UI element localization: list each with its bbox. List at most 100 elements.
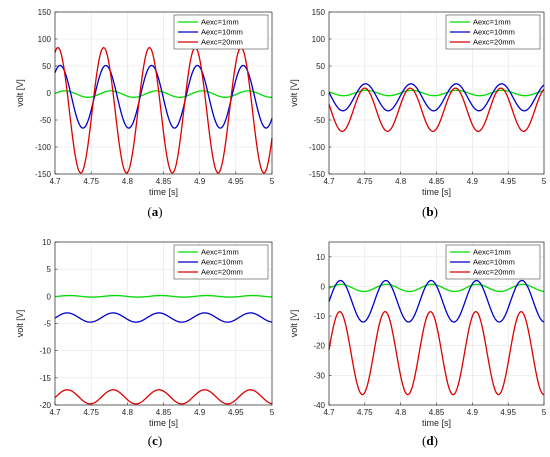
series-line-2 xyxy=(54,312,273,323)
series-line-3 xyxy=(54,389,273,405)
x-tick-label: 4.85 xyxy=(429,408,445,417)
y-tick-label: -20 xyxy=(39,401,51,410)
panel-c: 4.7 4.75 4.8 4.85 4.9 4.95 5 -20 -15 -10 -5 0 5 10 Aex… xyxy=(15,238,275,448)
legend-entry: Aexc=20mm xyxy=(473,268,515,277)
x-tick-label: 4.7 xyxy=(49,177,61,186)
legend-box xyxy=(173,14,269,50)
x-tick-label: 4.85 xyxy=(156,408,172,417)
x-axis-label: time [s] xyxy=(149,418,178,428)
y-tick-label: 50 xyxy=(316,62,325,71)
panel-a: 4.7 4.75 4.8 4.85 4.9 4.95 5 -150 -100 -50 0 50 100 1… xyxy=(15,8,275,219)
y-tick-label: -15 xyxy=(39,374,51,383)
x-tick-label: 4.75 xyxy=(357,177,373,186)
y-tick-label: 150 xyxy=(312,8,326,17)
axes-frame xyxy=(54,11,273,175)
y-axis-label: volt [V] xyxy=(289,79,299,107)
y-tick-label: -100 xyxy=(309,143,326,152)
x-axis-label: time [s] xyxy=(422,418,451,428)
legend-entry: Aexc=20mm xyxy=(201,268,243,277)
panel-b: 4.7 4.75 4.8 4.85 4.9 4.95 5 -150 -100 -50 0 50 100 1… xyxy=(289,8,547,219)
y-tick-label: -50 xyxy=(39,116,51,125)
x-tick-label: 4.75 xyxy=(83,177,99,186)
y-tick-label: -30 xyxy=(313,371,325,380)
y-tick-label: -100 xyxy=(35,143,52,152)
y-tick-label: 0 xyxy=(321,89,326,98)
panel-caption: (d) xyxy=(422,433,438,448)
y-tick-label: 5 xyxy=(47,265,52,274)
panel-caption: (a) xyxy=(147,204,162,219)
y-tick-label: 100 xyxy=(38,35,52,44)
x-tick-label: 4.95 xyxy=(228,408,244,417)
series-line-3 xyxy=(328,310,545,396)
y-tick-label: 150 xyxy=(38,8,52,17)
x-axis-label: time [s] xyxy=(149,187,178,197)
series-line-2 xyxy=(328,83,545,112)
y-tick-label: -150 xyxy=(35,170,52,179)
series-line-3 xyxy=(54,46,273,174)
series-line-2 xyxy=(54,64,273,129)
x-tick-label: 4.8 xyxy=(122,408,134,417)
series-line-3 xyxy=(328,87,545,132)
legend-entry: Aexc=20mm xyxy=(201,38,243,47)
legend-entry: Aexc=20mm xyxy=(473,38,515,47)
y-tick-label: -5 xyxy=(44,320,52,329)
legend-entry: Aexc=1mm xyxy=(473,248,511,257)
legend-entry: Aexc=10mm xyxy=(473,258,515,267)
legend-entry: Aexc=10mm xyxy=(201,28,243,37)
y-tick-label: 50 xyxy=(42,62,51,71)
x-tick-label: 5 xyxy=(542,408,547,417)
x-tick-label: 4.9 xyxy=(467,177,479,186)
x-tick-label: 4.95 xyxy=(228,177,244,186)
y-tick-label: -10 xyxy=(313,312,325,321)
y-tick-label: -10 xyxy=(39,347,51,356)
y-tick-label: 10 xyxy=(42,238,51,247)
y-tick-label: -20 xyxy=(313,342,325,351)
axes-frame xyxy=(328,11,545,175)
y-tick-label: -50 xyxy=(313,116,325,125)
legend-entry: Aexc=1mm xyxy=(201,248,239,257)
y-axis-label: volt [V] xyxy=(15,79,25,107)
legend-entry: Aexc=1mm xyxy=(201,18,239,27)
x-tick-label: 4.75 xyxy=(357,408,373,417)
x-tick-label: 4.9 xyxy=(194,408,206,417)
y-tick-label: -150 xyxy=(309,170,326,179)
x-tick-label: 4.85 xyxy=(156,177,172,186)
y-tick-label: -40 xyxy=(313,401,325,410)
y-tick-label: 100 xyxy=(312,35,326,44)
series-line-1 xyxy=(328,89,545,97)
x-tick-label: 5 xyxy=(270,177,275,186)
panel-d: 4.7 4.75 4.8 4.85 4.9 4.95 5 -40 -30 -20 -10 0 10 Aex… xyxy=(289,241,547,448)
panel-caption: (b) xyxy=(422,204,438,219)
x-tick-label: 4.95 xyxy=(500,408,516,417)
x-tick-label: 4.8 xyxy=(395,177,407,186)
y-tick-label: 0 xyxy=(321,282,326,291)
x-tick-label: 4.8 xyxy=(395,408,407,417)
y-tick-label: 10 xyxy=(316,253,325,262)
x-tick-label: 4.85 xyxy=(429,177,445,186)
x-tick-label: 5 xyxy=(542,177,547,186)
axes-frame xyxy=(54,241,273,406)
series-line-2 xyxy=(328,279,545,323)
x-tick-label: 5 xyxy=(270,408,275,417)
y-axis-label: volt [V] xyxy=(15,310,25,338)
legend-entry: Aexc=1mm xyxy=(473,18,511,27)
series-line-1 xyxy=(54,90,273,98)
panel-caption: (c) xyxy=(148,433,162,448)
x-tick-label: 4.95 xyxy=(500,177,516,186)
y-tick-label: 0 xyxy=(47,292,52,301)
legend-entry: Aexc=10mm xyxy=(201,258,243,267)
x-tick-label: 4.9 xyxy=(194,177,206,186)
x-tick-label: 4.7 xyxy=(49,408,61,417)
axes-frame xyxy=(328,241,545,406)
x-tick-label: 4.7 xyxy=(323,177,335,186)
x-tick-label: 4.75 xyxy=(83,408,99,417)
x-tick-label: 4.8 xyxy=(122,177,134,186)
x-axis-label: time [s] xyxy=(422,187,451,197)
y-axis-label: volt [V] xyxy=(289,310,299,338)
x-tick-label: 4.9 xyxy=(467,408,479,417)
y-tick-label: 0 xyxy=(47,89,52,98)
